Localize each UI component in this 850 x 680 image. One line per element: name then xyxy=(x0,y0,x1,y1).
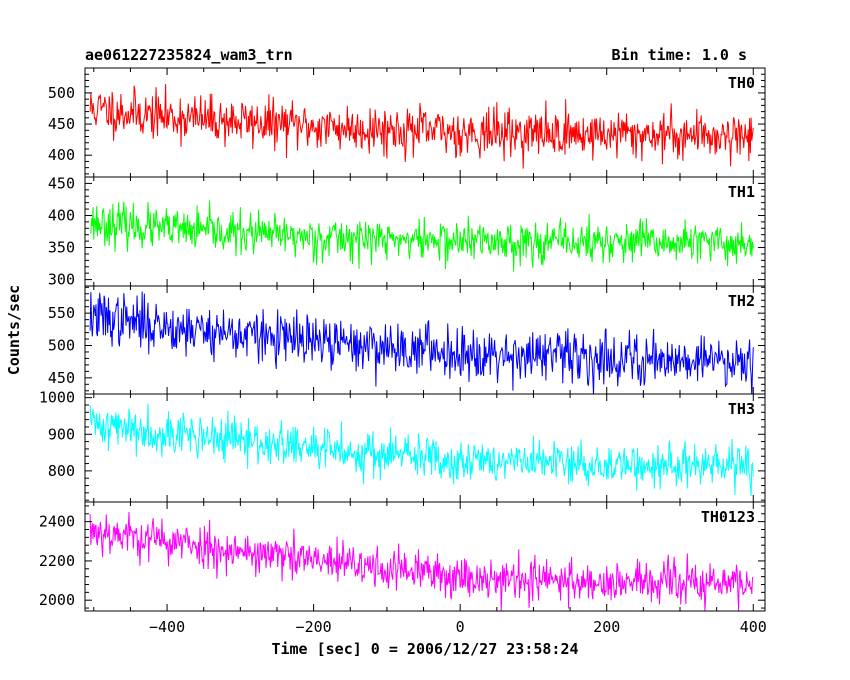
y-tick-label: 450 xyxy=(48,369,75,387)
series-line-th3 xyxy=(89,403,754,496)
x-tick-label: 200 xyxy=(593,618,620,636)
chart-title: ae061227235824_wam3_trn xyxy=(85,46,293,64)
series-name-label: TH1 xyxy=(728,183,755,201)
x-tick-label: −200 xyxy=(296,618,332,636)
y-tick-label: 1000 xyxy=(39,389,75,407)
y-tick-label: 550 xyxy=(48,304,75,322)
series-name-label: TH0 xyxy=(728,74,755,92)
y-tick-label: 450 xyxy=(48,115,75,133)
panels-group: 400 450 500 TH0 300 350 400 450 TH1 450 500 550 TH2 8… xyxy=(39,67,766,612)
series-line-th0123 xyxy=(89,511,754,611)
panel-th1: 300 350 400 450 TH1 xyxy=(48,174,766,289)
x-tick-label: −400 xyxy=(149,618,185,636)
panel-th3: 800 900 1000 TH3 xyxy=(39,389,766,503)
y-tick-label: 900 xyxy=(48,425,75,443)
y-tick-label: 350 xyxy=(48,239,75,257)
series-line-th2 xyxy=(89,291,754,394)
y-tick-label: 400 xyxy=(48,146,75,164)
y-tick-label: 2200 xyxy=(39,552,75,570)
panel-th0123: 2000 2200 2400 TH0123 xyxy=(39,501,766,612)
panel-th0: 400 450 500 TH0 xyxy=(48,67,766,178)
y-tick-label: 400 xyxy=(48,206,75,224)
y-tick-label: 800 xyxy=(48,462,75,480)
y-tick-label: 500 xyxy=(48,84,75,102)
y-axis-label: Counts/sec xyxy=(5,285,23,375)
y-tick-label: 500 xyxy=(48,336,75,354)
series-name-label: TH2 xyxy=(728,292,755,310)
y-tick-label: 450 xyxy=(48,174,75,192)
panel-frame xyxy=(84,393,766,503)
x-axis-label: Time [sec] 0 = 2006/12/27 23:58:24 xyxy=(271,640,578,658)
x-tick-label: 0 xyxy=(456,618,465,636)
x-tick-label: 400 xyxy=(740,618,767,636)
series-name-label: TH3 xyxy=(728,400,755,418)
x-tick-labels: −400 −200 0 200 400 xyxy=(149,618,767,636)
y-tick-label: 300 xyxy=(48,271,75,289)
y-tick-label: 2400 xyxy=(39,513,75,531)
series-name-label: TH0123 xyxy=(701,508,755,526)
y-tick-label: 2000 xyxy=(39,591,75,609)
bin-time-label: Bin time: 1.0 s xyxy=(612,46,747,64)
series-line-th0 xyxy=(89,84,754,169)
series-line-th1 xyxy=(89,200,754,272)
panel-th2: 450 500 550 TH2 xyxy=(48,285,766,395)
panel-frame xyxy=(84,501,766,612)
